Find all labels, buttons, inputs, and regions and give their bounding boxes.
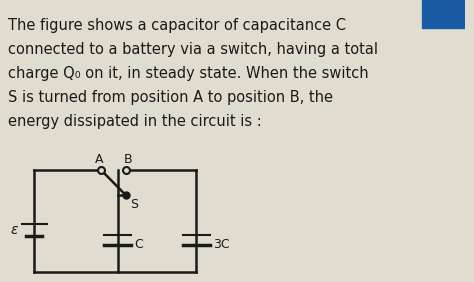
Text: S: S [130,198,138,211]
Text: charge Q₀ on it, in steady state. When the switch: charge Q₀ on it, in steady state. When t… [8,66,368,81]
Text: S is turned from position A to position B, the: S is turned from position A to position … [8,90,333,105]
Text: B: B [123,153,132,166]
Text: C: C [135,239,143,252]
Text: 3C: 3C [213,239,229,252]
Text: ε: ε [10,223,18,237]
Text: The figure shows a capacitor of capacitance C: The figure shows a capacitor of capacita… [8,18,346,33]
Text: connected to a battery via a switch, having a total: connected to a battery via a switch, hav… [8,42,378,57]
Bar [422,0,465,28]
Text: energy dissipated in the circuit is :: energy dissipated in the circuit is : [8,114,262,129]
Text: A: A [95,153,103,166]
